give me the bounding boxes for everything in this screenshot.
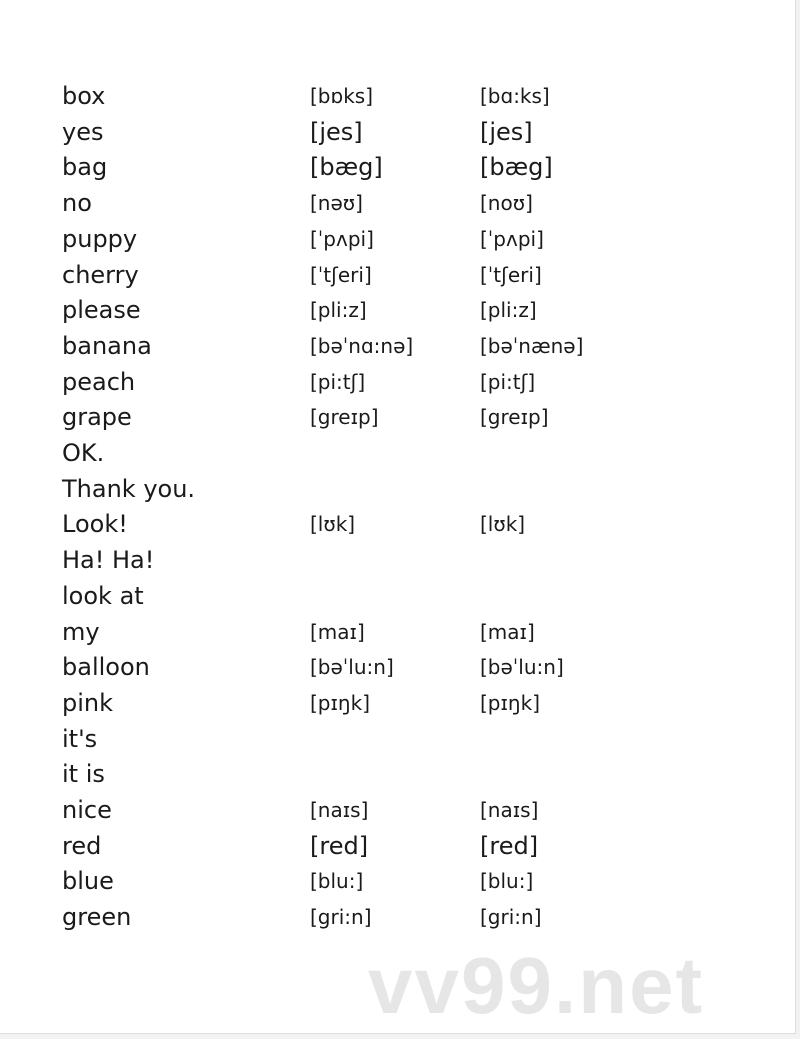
word: Thank you.: [62, 474, 196, 503]
word: nice: [62, 796, 112, 824]
phonetic-us: [noʊ]: [480, 191, 533, 216]
phonetic-us: [bɑ:ks]: [480, 84, 550, 108]
phonetic-us: [blu:]: [480, 869, 534, 894]
vocabulary-row: look at: [0, 579, 795, 614]
word: peach: [62, 367, 136, 396]
vocabulary-row: box [bɒks] [bɑ:ks]: [0, 79, 795, 114]
vocabulary-row: puppy [ˈpʌpi] [ˈpʌpi]: [0, 222, 795, 257]
word: green: [62, 903, 132, 932]
vocabulary-row: green [gri:n] [gri:n]: [0, 900, 795, 935]
word: box: [62, 82, 106, 110]
word: grape: [62, 403, 132, 432]
word: Ha! Ha!: [62, 546, 155, 575]
phonetic-uk: [gri:n]: [310, 905, 372, 930]
word: cherry: [62, 260, 139, 289]
vocabulary-row: it is: [0, 757, 795, 792]
vocabulary-row: Thank you.: [0, 472, 795, 507]
phonetic-us: [lʊk]: [480, 512, 526, 537]
phonetic-uk: [ˈpʌpi]: [310, 226, 374, 251]
word: yes: [62, 117, 104, 146]
phonetic-uk: [nəʊ]: [310, 191, 363, 216]
word: red: [62, 831, 102, 860]
phonetic-uk: [maɪ]: [310, 619, 365, 644]
phonetic-us: [greɪp]: [480, 405, 549, 430]
vocabulary-row: banana [bəˈnɑ:nə] [bəˈnænə]: [0, 329, 795, 364]
word: bag: [62, 153, 108, 182]
word: puppy: [62, 224, 138, 253]
phonetic-us: [red]: [480, 831, 539, 860]
phonetic-uk: [bəˈnɑ:nə]: [310, 333, 414, 358]
phonetic-us: [pli:z]: [480, 298, 537, 323]
word: pink: [62, 688, 114, 717]
word: look at: [62, 581, 144, 610]
vocabulary-row: Ha! Ha!: [0, 543, 795, 578]
vocabulary-row: red [red] [red]: [0, 829, 795, 864]
word: banana: [62, 331, 152, 360]
phonetic-us: [ˈpʌpi]: [480, 226, 544, 251]
word: blue: [62, 867, 114, 896]
vocabulary-row: peach [pi:tʃ] [pi:tʃ]: [0, 365, 795, 400]
word: it is: [62, 760, 105, 789]
phonetic-us: [pi:tʃ]: [480, 369, 536, 394]
vocabulary-row: blue [blu:] [blu:]: [0, 864, 795, 899]
phonetic-us: [naɪs]: [480, 798, 539, 822]
vocabulary-row: Look! [lʊk] [lʊk]: [0, 507, 795, 542]
phonetic-uk: [pli:z]: [310, 298, 367, 323]
phonetic-uk: [red]: [310, 831, 369, 860]
phonetic-us: [gri:n]: [480, 905, 542, 930]
vocabulary-row: pink [pɪŋk] [pɪŋk]: [0, 686, 795, 721]
word: please: [62, 296, 141, 325]
phonetic-us: [bəˈnænə]: [480, 333, 584, 358]
vocabulary-row: grape [greɪp] [greɪp]: [0, 400, 795, 435]
vocabulary-row: nice [naɪs] [naɪs]: [0, 793, 795, 828]
phonetic-uk: [pɪŋk]: [310, 690, 370, 715]
phonetic-us: [bəˈlu:n]: [480, 655, 564, 680]
word: Look!: [62, 510, 128, 539]
word: no: [62, 189, 92, 218]
phonetic-uk: [ˈtʃeri]: [310, 262, 372, 287]
word: balloon: [62, 653, 150, 682]
phonetic-uk: [jes]: [310, 117, 363, 146]
phonetic-uk: [naɪs]: [310, 798, 369, 822]
vocabulary-row: please [pli:z] [pli:z]: [0, 293, 795, 328]
phonetic-us: [ˈtʃeri]: [480, 262, 542, 287]
vocabulary-row: my [maɪ] [maɪ]: [0, 615, 795, 650]
vocabulary-row: balloon [bəˈlu:n] [bəˈlu:n]: [0, 650, 795, 685]
vocabulary-row: cherry [ˈtʃeri] [ˈtʃeri]: [0, 258, 795, 293]
word: my: [62, 617, 100, 646]
watermark: vv99.net: [368, 941, 705, 1030]
phonetic-uk: [bæg]: [310, 153, 383, 182]
phonetic-us: [maɪ]: [480, 619, 535, 644]
phonetic-uk: [lʊk]: [310, 512, 356, 537]
vocabulary-row: yes [jes] [jes]: [0, 115, 795, 150]
phonetic-uk: [bəˈlu:n]: [310, 655, 394, 680]
phonetic-us: [jes]: [480, 117, 533, 146]
phonetic-us: [bæg]: [480, 153, 553, 182]
vocabulary-row: bag [bæg] [bæg]: [0, 150, 795, 185]
vocabulary-row: it's: [0, 722, 795, 757]
word: it's: [62, 724, 98, 753]
phonetic-uk: [pi:tʃ]: [310, 369, 366, 394]
phonetic-uk: [bɒks]: [310, 84, 373, 108]
phonetic-uk: [greɪp]: [310, 405, 379, 430]
phonetic-uk: [blu:]: [310, 869, 364, 894]
vocabulary-row: no [nəʊ] [noʊ]: [0, 186, 795, 221]
word: OK.: [62, 439, 105, 467]
phonetic-us: [pɪŋk]: [480, 690, 540, 715]
vocabulary-row: OK.: [0, 436, 795, 471]
